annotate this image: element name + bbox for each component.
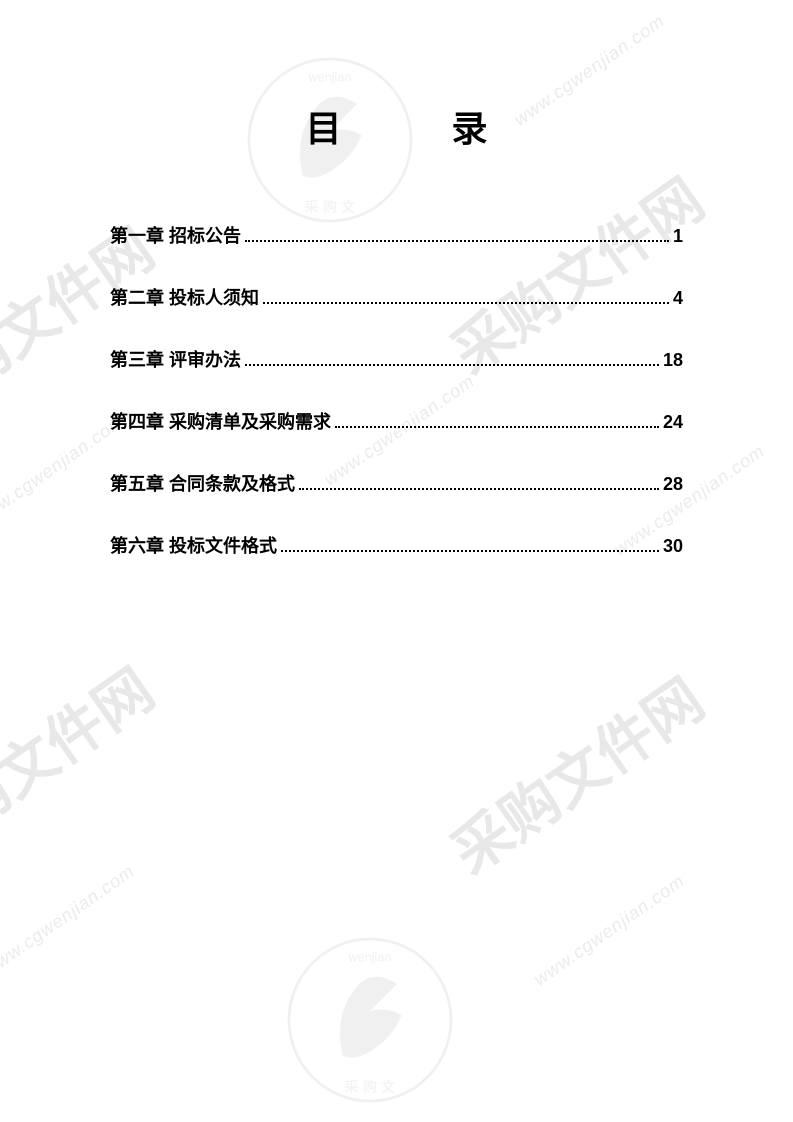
watermark-text: 采购文件网 — [432, 654, 718, 889]
toc-label: 第一章 招标公告 — [110, 222, 241, 248]
toc-dots — [245, 364, 659, 366]
toc-page: 4 — [673, 288, 683, 309]
toc-entry: 第二章 投标人须知 4 — [110, 284, 683, 310]
document-content: 目 录 第一章 招标公告 1 第二章 投标人须知 4 第三章 评审办法 18 第… — [0, 0, 793, 558]
page-title: 目 录 — [110, 100, 683, 152]
toc-entry: 第三章 评审办法 18 — [110, 346, 683, 372]
toc-label: 第四章 采购清单及采购需求 — [110, 408, 331, 434]
toc-page: 1 — [673, 226, 683, 247]
toc-entry: 第一章 招标公告 1 — [110, 222, 683, 248]
toc-entry: 第五章 合同条款及格式 28 — [110, 470, 683, 496]
watermark-text: 采购文件网 — [0, 644, 168, 879]
toc-page: 30 — [663, 536, 683, 557]
svg-text:wenjian: wenjian — [348, 951, 392, 965]
toc-entry: 第四章 采购清单及采购需求 24 — [110, 408, 683, 434]
watermark-logo: wenjian 采 购 文 — [280, 930, 460, 1110]
toc-dots — [299, 488, 659, 490]
watermark-url: www.cgwenjian.com — [0, 861, 139, 981]
toc-page: 28 — [663, 474, 683, 495]
toc-dots — [263, 302, 669, 304]
toc-label: 第六章 投标文件格式 — [110, 532, 277, 558]
toc-entry: 第六章 投标文件格式 30 — [110, 532, 683, 558]
toc-dots — [245, 240, 669, 242]
svg-text:采 购 文: 采 购 文 — [344, 1079, 395, 1096]
toc-label: 第三章 评审办法 — [110, 346, 241, 372]
toc-dots — [335, 426, 659, 428]
watermark-url: www.cgwenjian.com — [530, 871, 689, 991]
toc-label: 第五章 合同条款及格式 — [110, 470, 295, 496]
toc-page: 18 — [663, 350, 683, 371]
toc-label: 第二章 投标人须知 — [110, 284, 259, 310]
toc-dots — [281, 550, 659, 552]
toc-page: 24 — [663, 412, 683, 433]
